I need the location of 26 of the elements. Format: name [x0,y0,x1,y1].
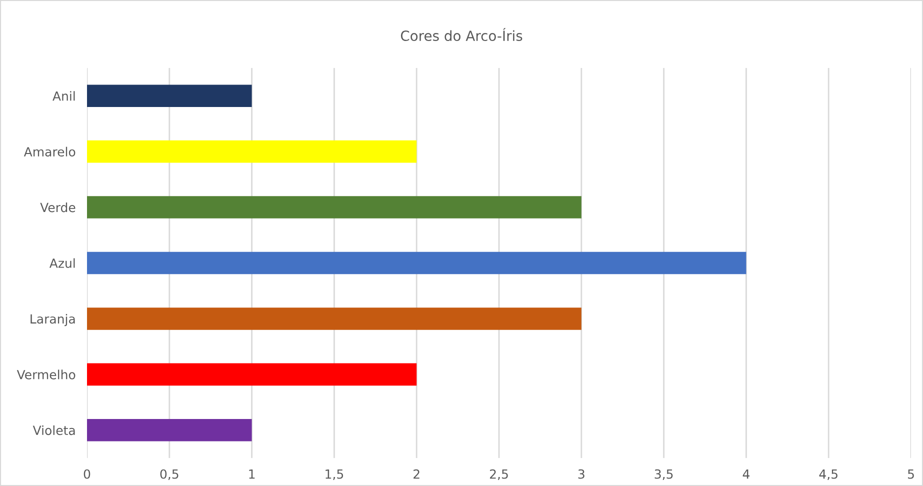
bar [87,196,582,218]
bar [87,252,746,274]
x-tick-label: 4,5 [819,469,838,480]
bar [87,140,417,163]
y-tick-label: Amarelo [24,146,76,156]
bar [87,363,417,386]
x-tick-label: 0 [84,469,90,479]
y-tick-label: Verde [40,202,76,212]
x-tick-label: 3 [578,469,584,479]
bar [87,84,252,107]
y-tick-label: Violeta [32,425,75,436]
x-tick-label: 5 [908,469,914,479]
y-tick-label: Azul [49,258,75,268]
x-tick-label: 1,5 [326,469,344,480]
y-tick-label: Vermelho [16,370,76,380]
y-tick-label: Laranja [30,314,75,326]
chart-title: Cores do Arco-Íris [400,28,522,42]
x-tick-label: 4 [742,469,750,479]
x-tick-label: 2,5 [490,469,508,480]
x-tick-label: 2 [414,469,420,479]
y-tick-label: Anil [52,91,75,101]
x-tick-label: 3,5 [654,469,673,480]
bar [87,419,252,442]
x-tick-label: 1 [249,469,255,479]
x-tick-label: 0,5 [160,469,178,480]
bar [87,308,582,330]
